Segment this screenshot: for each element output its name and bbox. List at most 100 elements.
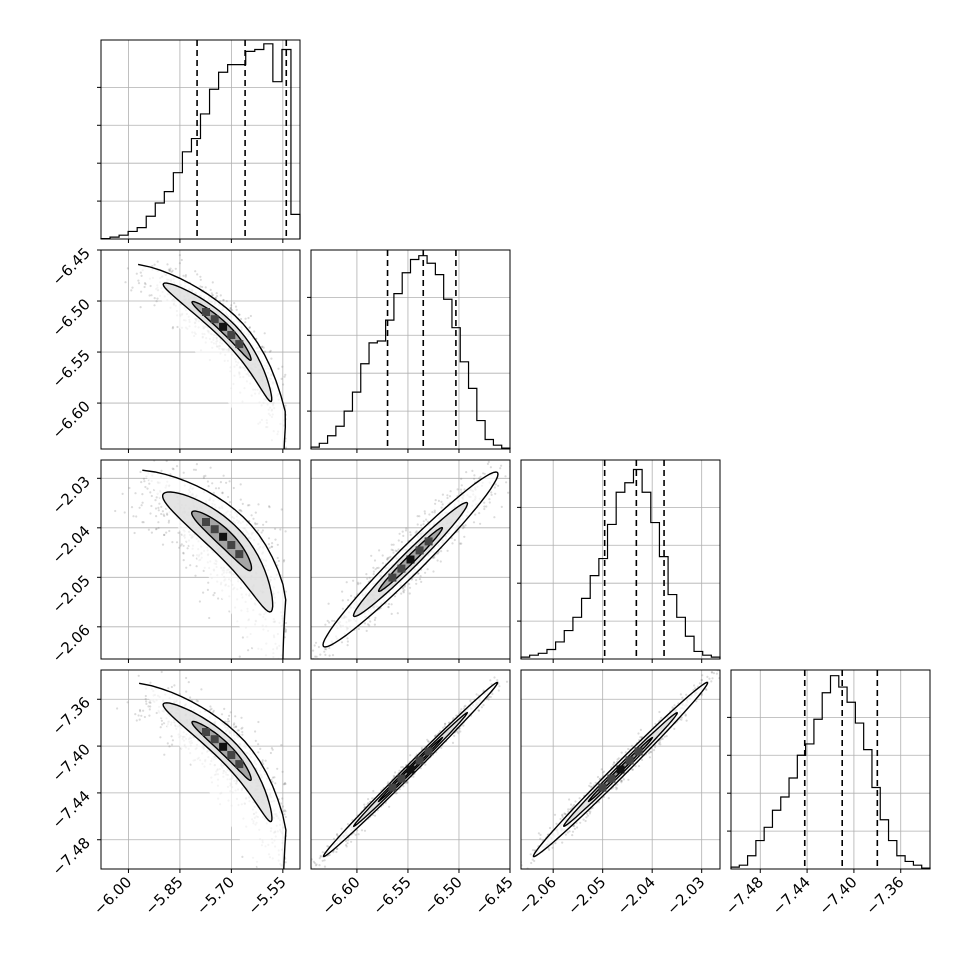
scatter-point — [390, 603, 393, 606]
scatter-point — [241, 726, 244, 729]
scatter-point — [0, 252, 1, 254]
scatter-point — [377, 566, 380, 570]
scatter-point — [134, 492, 137, 495]
scatter-point — [261, 761, 264, 764]
scatter-point — [0, 445, 1, 447]
scatter-point — [280, 500, 282, 502]
scatter-point — [161, 543, 165, 546]
scatter-point — [285, 874, 287, 876]
scatter-point — [401, 587, 404, 590]
scatter-point — [140, 481, 143, 484]
scatter-point — [566, 831, 569, 834]
scatter-point — [155, 300, 158, 303]
scatter-point — [149, 284, 152, 288]
histogram-panel-1 — [307, 249, 511, 453]
scatter-points — [521, 670, 720, 869]
scatter-point — [284, 373, 287, 376]
scatter-point — [397, 548, 400, 551]
scatter-point — [281, 797, 284, 800]
scatter-point — [166, 513, 169, 516]
scatter-point — [402, 590, 405, 593]
scatter-point — [171, 739, 174, 742]
scatter-point — [285, 877, 287, 879]
scatter-point — [146, 487, 149, 490]
scatter-point — [246, 504, 250, 507]
scatter-point — [710, 671, 713, 674]
scatter-point — [0, 275, 1, 277]
scatter-point — [0, 694, 1, 696]
scatter-point — [616, 783, 619, 786]
scatter-point — [198, 600, 201, 603]
scatter-point — [507, 491, 510, 494]
scatter-point — [325, 648, 328, 651]
histogram-step — [520, 468, 721, 659]
scatter-point — [433, 509, 436, 512]
scatter-point — [350, 840, 353, 843]
scatter-point — [483, 501, 486, 504]
scatter-point — [229, 307, 232, 310]
scatter-point — [446, 496, 449, 500]
scatter-point — [0, 256, 1, 258]
density-peak — [415, 546, 424, 555]
scatter-point — [185, 690, 188, 693]
scatter-point — [387, 602, 391, 606]
scatter-point — [138, 718, 141, 721]
scatter-point — [500, 464, 503, 467]
scatter-point — [167, 521, 170, 524]
scatter-point — [0, 263, 1, 265]
scatter-point — [0, 261, 1, 263]
scatter-point — [177, 531, 180, 535]
scatter-point — [460, 477, 463, 480]
scatter-point — [259, 747, 262, 751]
scatter-point — [171, 326, 175, 329]
scatter-point — [315, 655, 318, 658]
scatter-point — [280, 802, 283, 805]
scatter-point — [345, 581, 348, 584]
scatter-point — [144, 697, 147, 701]
scatter-point — [473, 477, 476, 480]
panel-frame — [100, 249, 301, 450]
scatter-point — [257, 503, 260, 506]
density-peak — [227, 331, 236, 339]
panel-frame — [310, 459, 511, 660]
scatter-point — [409, 531, 412, 534]
scatter-point — [372, 570, 375, 573]
scatter-point — [514, 458, 516, 460]
scatter-point — [513, 452, 515, 454]
scatter-point — [269, 751, 272, 755]
scatter-point — [406, 781, 409, 785]
scatter-point — [280, 453, 282, 455]
scatter-point — [206, 480, 209, 483]
scatter-point — [437, 551, 440, 554]
scatter-point — [114, 509, 117, 513]
scatter-point — [166, 263, 169, 266]
scatter-point — [554, 842, 557, 845]
scatter-point — [455, 714, 458, 717]
scatter-point — [417, 572, 420, 575]
scatter-point — [366, 577, 369, 580]
scatter-point — [160, 469, 163, 472]
scatter-point — [157, 526, 160, 530]
scatter-point — [579, 821, 582, 824]
scatter-point — [153, 304, 156, 307]
scatter-point — [202, 475, 205, 478]
scatter-point — [313, 862, 316, 865]
scatter-point — [150, 504, 153, 508]
scatter-point — [573, 804, 576, 807]
scatter-point — [222, 474, 225, 477]
scatter-point — [214, 487, 218, 490]
scatter-point — [151, 265, 154, 268]
scatter-point — [137, 279, 140, 282]
scatter-point — [230, 304, 233, 307]
scatter-point — [602, 770, 606, 773]
scatter-point — [347, 839, 350, 842]
scatter-point — [326, 845, 329, 848]
density-peak — [388, 783, 397, 792]
scatter-point — [432, 570, 435, 573]
scatter-point — [210, 707, 213, 711]
scatter-point — [0, 251, 1, 253]
scatter-point — [229, 306, 232, 309]
scatter-point — [416, 515, 419, 518]
scatter-point — [252, 517, 255, 520]
scatter-point — [418, 515, 421, 518]
